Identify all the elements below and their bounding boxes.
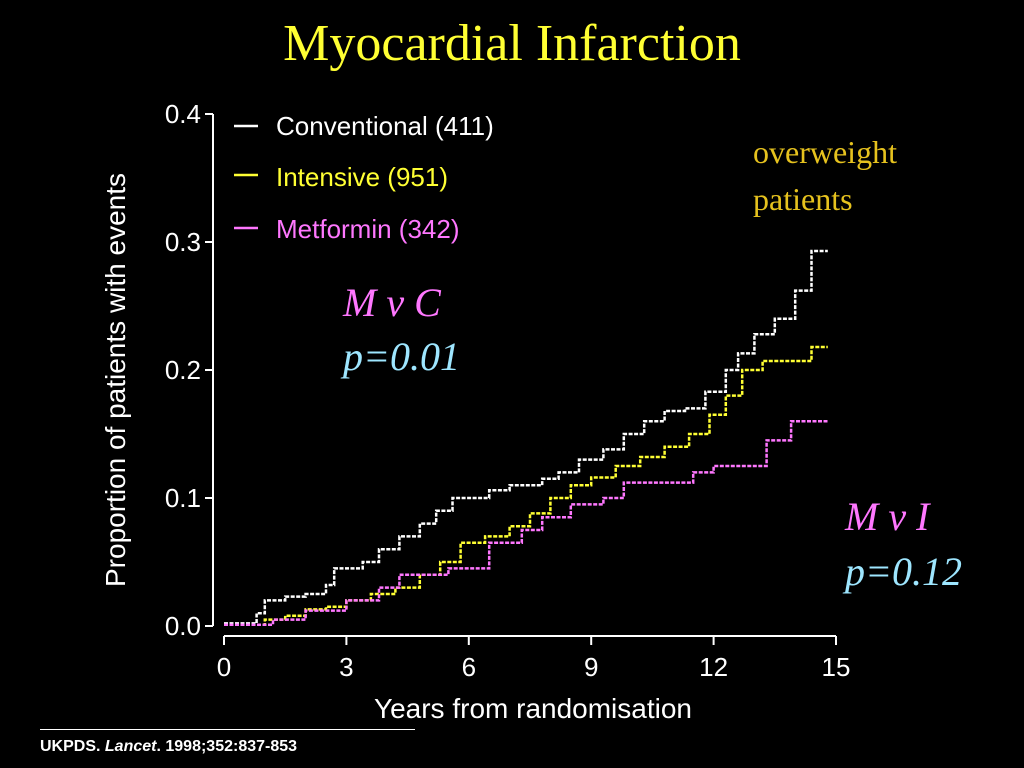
x-tick-label: 12: [699, 652, 728, 682]
citation-journal: Lancet: [104, 738, 157, 755]
y-axis-label: Proportion of patients with events: [100, 173, 131, 587]
x-tick-label: 0: [217, 652, 231, 682]
x-tick-label: 3: [339, 652, 353, 682]
x-axis-label: Years from randomisation: [374, 693, 692, 724]
annotation-mvc-label: M v C: [342, 280, 442, 325]
y-tick-label: 0.4: [165, 99, 201, 129]
annotation-mvi-label: M v I: [844, 494, 931, 539]
legend-label-metformin: Metformin (342): [276, 214, 460, 244]
annotation-mvi-p: p=0.12: [842, 549, 962, 594]
y-tick-label: 0.1: [165, 483, 201, 513]
annotation-mvc-p: p=0.01: [340, 334, 460, 379]
note-line-1: overweight: [753, 134, 897, 170]
y-tick-label: 0.3: [165, 227, 201, 257]
citation: UKPDS. Lancet. 1998;352:837-853: [40, 738, 297, 756]
note-line-2: patients: [753, 181, 853, 217]
series-line-metformin: [224, 419, 828, 626]
legend-label-intensive: Intensive (951): [276, 162, 448, 192]
x-tick-label: 6: [462, 652, 476, 682]
x-tick-label: 9: [584, 652, 598, 682]
citation-rule: [40, 729, 415, 730]
legend-label-conventional: Conventional (411): [276, 111, 494, 141]
legend: Conventional (411) Intensive (951) Metfo…: [234, 111, 494, 244]
series-line-intensive: [224, 345, 828, 626]
citation-suffix: . 1998;352:837-853: [156, 738, 298, 755]
y-tick-label: 0.0: [165, 611, 201, 641]
series-layer: [224, 249, 828, 626]
axes: 0.0 0.1 0.2 0.3 0.4 0 3 6 9 12 15: [165, 99, 851, 682]
x-tick-label: 15: [822, 652, 851, 682]
page-title: Myocardial Infarction: [283, 15, 741, 72]
y-tick-label: 0.2: [165, 355, 201, 385]
citation-prefix: UKPDS.: [40, 738, 101, 755]
series-line-conventional: [224, 249, 828, 625]
